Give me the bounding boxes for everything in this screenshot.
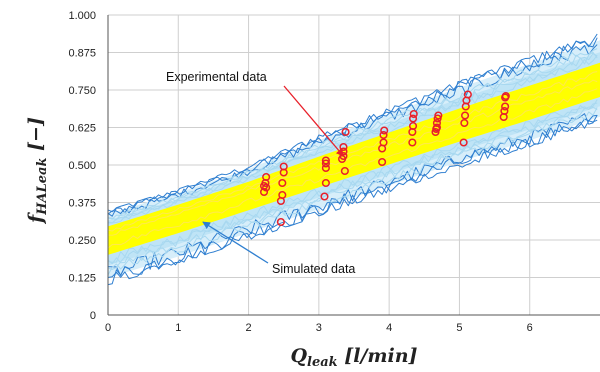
experimental-point [379,138,388,147]
experimental-point [379,130,388,140]
simulated-trajectory-core [108,71,598,232]
experimental-point [432,118,441,128]
annotation-experimental: Experimental data [166,70,344,157]
x-axis-title: Qleak [l/min] [290,345,417,370]
y-tick-label: 0.750 [68,85,96,97]
experimental-point [320,192,329,201]
y-tick-label: 0 [90,310,96,322]
experimental-point [434,111,443,120]
simulated-trajectory-dark [108,119,598,280]
experimental-point [380,126,389,135]
axes [107,15,600,316]
simulated-band [108,33,600,286]
experimental-point [341,127,350,137]
simulated-trajectory-light [108,52,598,221]
annotation-simulated-label: Simulated data [272,262,355,276]
x-tick-label: 0 [105,322,111,334]
experimental-points [259,90,510,227]
experimental-point [408,121,418,131]
experimental-point [262,172,271,182]
y-tick-label: 0.250 [68,235,96,247]
experimental-point [340,166,349,176]
annotation-simulated: Simulated data [202,221,355,276]
experimental-point [262,183,271,192]
simulated-trajectory-light [108,106,598,270]
x-tick-labels: 0 1 2 3 4 5 6 [105,322,533,334]
y-tick-label: 0.625 [68,123,96,135]
x-tick-label: 1 [175,322,181,334]
experimental-point [378,157,387,167]
y-tick-label: 0.375 [68,198,96,210]
simulated-trajectory-light [108,51,598,224]
experimental-point [432,123,441,132]
experimental-point [460,118,469,128]
annotation-experimental-label: Experimental data [166,70,267,84]
simulated-trajectory-light [108,102,598,265]
experimental-point [408,114,418,123]
simulated-trajectory-light [108,54,598,224]
experimental-point [408,138,417,147]
experimental-point [278,190,287,200]
experimental-point [321,163,330,173]
experimental-point [501,91,510,101]
simulated-trajectory-core [108,79,598,236]
y-tick-label: 0.875 [68,48,96,60]
x-tick-label: 4 [386,322,392,334]
experimental-point [279,162,288,171]
experimental-point [500,106,509,116]
simulated-trajectory-light [108,99,598,263]
experimental-point [461,111,470,120]
simulated-trajectory-dark [108,37,598,217]
y-tick-label: 0.125 [68,273,96,285]
annotation-simulated-arrow [202,221,269,264]
x-tick-label: 6 [527,322,533,334]
annotation-experimental-arrow [283,85,344,157]
experimental-point [463,90,472,99]
experimental-point [276,217,285,227]
simulated-trajectory-dark [108,113,598,277]
y-tick-labels: 0 0.125 0.250 0.375 0.500 0.625 0.750 0.875 1.00… [68,10,96,322]
experimental-point [321,159,330,168]
experimental-point [459,138,468,147]
experimental-point [278,178,287,188]
y-tick-label: 0.500 [68,160,96,172]
experimental-point [501,102,510,111]
experimental-point [321,156,330,165]
simulated-trajectory-core [108,88,598,249]
experimental-point [409,109,418,119]
y-tick-label: 1.000 [68,10,96,22]
x-tick-label: 2 [246,322,252,334]
experimental-point [321,178,330,188]
simulated-trajectory-dark [108,114,598,286]
y-axis-title: fHALeak [−] [25,117,50,225]
x-tick-label: 5 [456,322,462,334]
x-tick-label: 3 [316,322,322,334]
